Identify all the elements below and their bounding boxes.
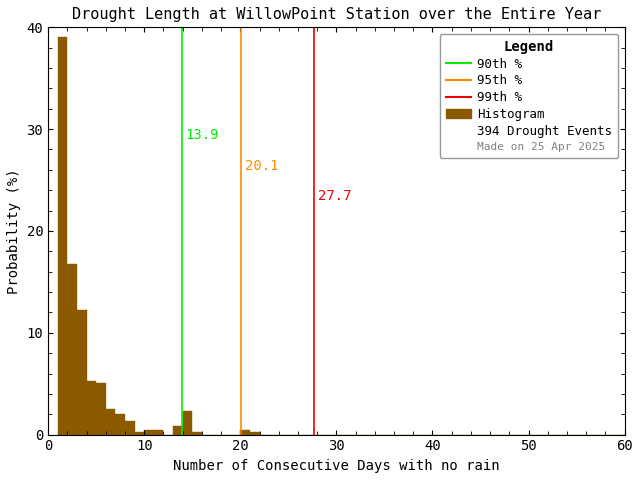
Text: 13.9: 13.9	[186, 128, 219, 142]
X-axis label: Number of Consecutive Days with no rain: Number of Consecutive Days with no rain	[173, 459, 500, 473]
Text: 27.7: 27.7	[318, 190, 351, 204]
Bar	[240, 430, 250, 434]
Bar	[86, 381, 96, 434]
Bar	[154, 430, 163, 434]
Bar	[115, 414, 125, 434]
Bar	[96, 383, 106, 434]
Bar	[173, 427, 182, 434]
Title: Drought Length at WillowPoint Station over the Entire Year: Drought Length at WillowPoint Station ov…	[72, 7, 601, 22]
Y-axis label: Probability (%): Probability (%)	[7, 168, 21, 294]
Bar	[125, 421, 134, 434]
Bar	[192, 432, 202, 434]
Bar	[144, 430, 154, 434]
Bar	[182, 411, 192, 434]
Bar	[58, 37, 67, 434]
Bar	[77, 311, 86, 434]
Bar	[134, 432, 144, 434]
Text: 20.1: 20.1	[245, 159, 278, 173]
Bar	[250, 432, 259, 434]
Bar	[106, 409, 115, 434]
Legend: 90th %, 95th %, 99th %, Histogram, 394 Drought Events, Made on 25 Apr 2025: 90th %, 95th %, 99th %, Histogram, 394 D…	[440, 34, 618, 158]
Bar	[67, 264, 77, 434]
